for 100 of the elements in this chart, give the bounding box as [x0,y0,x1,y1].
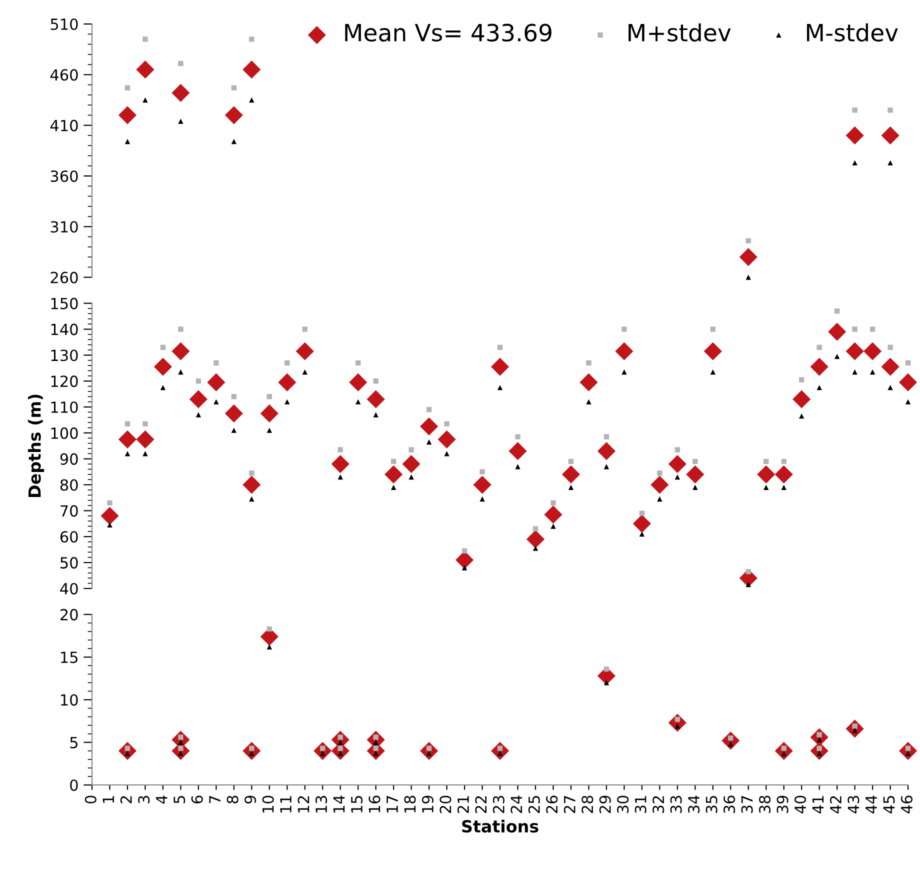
point [828,322,846,341]
y-tick-label: 150 [51,298,78,310]
point [356,360,361,366]
point [508,442,527,460]
point [568,458,574,464]
point [142,36,148,42]
point [604,464,610,470]
y-tick-label: 0 [70,779,78,792]
x-tick-label: 3 [138,796,150,804]
y-tick-label: 310 [50,221,78,233]
point [178,746,184,751]
point [408,474,414,480]
point [568,484,574,490]
point [639,531,645,537]
point [266,626,272,632]
x-tick-label: 45 [883,796,895,814]
point [497,384,503,390]
point [480,469,485,474]
point [622,369,627,375]
point [349,373,368,392]
x-tick-label: 29 [599,796,611,814]
point [249,470,254,476]
point [692,484,698,490]
point [373,412,378,418]
point [196,412,202,418]
x-tick-label: 12 [298,796,310,812]
point [674,474,680,480]
point [462,548,468,554]
point [728,741,734,747]
point [480,496,485,502]
point [266,428,272,433]
point [852,108,858,113]
point [373,746,378,751]
point [338,474,343,480]
point [657,496,662,502]
point [597,442,616,460]
x-tick-label: 41 [812,796,824,814]
x-tick-label: 42 [830,796,842,814]
point [852,369,858,375]
y-tick-label: 10 [61,694,78,706]
point [834,308,840,314]
x-tick-label: 39 [776,796,788,813]
point [178,118,184,124]
point [142,97,148,103]
point [846,342,864,360]
y-tick-label: 510 [50,18,78,30]
point [438,430,456,448]
x-tick-label: 10 [262,796,274,812]
point [870,369,876,375]
point [816,737,822,742]
point [207,373,226,392]
point [278,373,296,392]
y-tick-label: 140 [51,324,78,336]
point [686,465,704,484]
x-tick-label: 5 [174,796,186,804]
point [390,484,396,490]
point [881,358,900,376]
point [231,394,237,400]
point [178,60,184,66]
point [302,369,308,375]
x-tick-label: 8 [226,796,238,804]
point [266,644,272,650]
point [331,454,350,474]
x-tick-label: 4 [156,796,168,804]
point [124,421,130,426]
point [674,724,680,729]
x-tick-label: 26 [546,796,558,814]
point [224,404,243,423]
point [100,506,119,525]
point [515,434,520,440]
y-tick-label: 460 [50,69,78,81]
y-tick-label: 80 [60,479,78,491]
point [462,565,468,570]
point [746,582,751,588]
x-tick-label: 40 [794,796,806,814]
x-tick-label: 25 [528,796,540,814]
y-tick-label: 120 [51,376,78,388]
point [142,421,148,426]
point [231,428,237,433]
x-tick-label: 37 [741,796,753,813]
point [888,160,893,166]
point [214,399,219,404]
y-tick-label: 110 [51,401,78,414]
point [242,476,261,494]
x-tick-label: 6 [191,796,203,804]
point [373,378,378,384]
point [136,60,154,79]
point [544,506,562,524]
point [390,458,396,464]
y-tick-label: 90 [60,453,78,465]
point [526,530,545,548]
y-tick-label: 40 [60,582,78,594]
x-tick-label: 20 [440,796,452,814]
point [160,384,166,390]
point [816,344,822,350]
point [746,274,751,280]
point [888,384,893,390]
point [632,514,651,533]
point [586,360,592,366]
point [774,465,793,484]
